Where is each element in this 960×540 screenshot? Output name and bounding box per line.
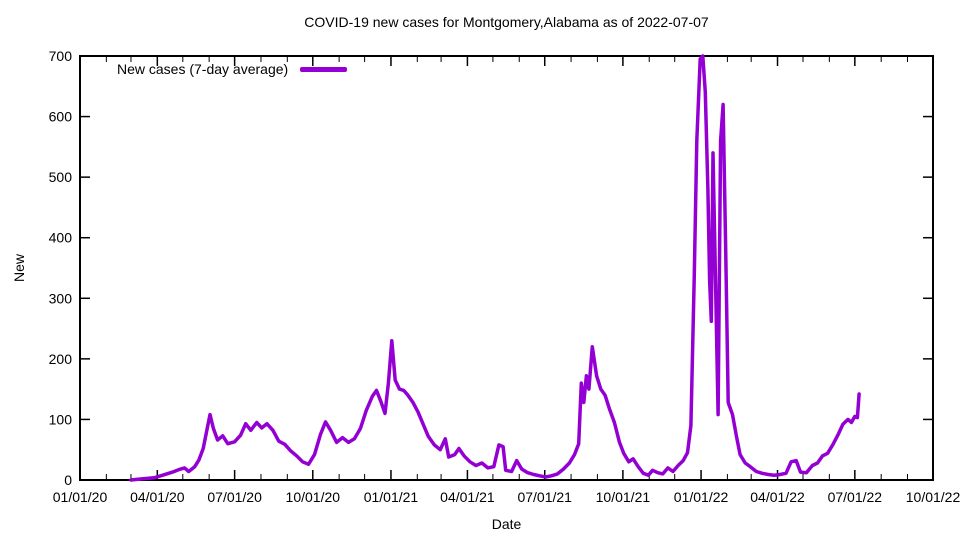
x-tick-label: 10/01/20	[286, 489, 341, 505]
x-tick-label: 04/01/22	[750, 489, 805, 505]
y-tick-label: 100	[49, 411, 73, 427]
x-tick-label: 07/01/22	[828, 489, 883, 505]
data-line	[129, 54, 861, 482]
y-tick-label: 200	[49, 351, 73, 367]
x-tick-label: 07/01/21	[517, 489, 572, 505]
legend: New cases (7-day average)	[117, 61, 348, 77]
y-axis-label: New	[11, 254, 27, 283]
x-tick-label: 01/01/20	[53, 489, 108, 505]
x-tick-label: 04/01/20	[130, 489, 185, 505]
y-tick-label: 300	[49, 290, 73, 306]
chart-title: COVID-19 new cases for Montgomery,Alabam…	[304, 14, 709, 30]
legend-label: New cases (7-day average)	[117, 61, 289, 77]
x-tick-label: 10/01/21	[596, 489, 651, 505]
x-axis-label: Date	[491, 516, 522, 532]
y-tick-label: 600	[49, 109, 73, 125]
x-tick-label: 01/01/22	[674, 489, 729, 505]
x-tick-label: 01/01/21	[364, 489, 419, 505]
x-tick-label: 04/01/21	[440, 489, 495, 505]
y-tick-label: 700	[49, 48, 73, 64]
y-tick-label: 0	[64, 472, 72, 488]
legend-line-sample	[300, 66, 348, 72]
y-tick-label: 400	[49, 230, 73, 246]
x-tick-label: 07/01/20	[207, 489, 262, 505]
y-tick-label: 500	[49, 169, 73, 185]
x-tick-label: 10/01/22	[906, 489, 960, 505]
plot-border	[79, 55, 934, 481]
